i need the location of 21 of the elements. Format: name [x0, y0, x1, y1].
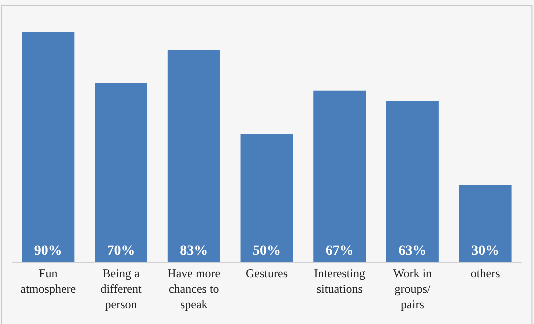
bar: [168, 50, 220, 262]
x-tick-label: Work in groups/ pairs: [393, 266, 432, 312]
data-label: 70%: [107, 244, 136, 259]
data-label: 90%: [34, 244, 62, 259]
x-tick-label: Gestures: [246, 266, 288, 280]
data-label: 63%: [398, 244, 427, 259]
x-tick-label: Being a different person: [100, 266, 142, 312]
data-label: 30%: [472, 244, 500, 259]
data-label: 83%: [180, 244, 208, 259]
bar: [240, 134, 294, 262]
data-label: 67%: [326, 244, 354, 259]
x-tick-label: Fun atmosphere: [20, 266, 76, 296]
bar: [22, 32, 75, 262]
bar: [95, 83, 148, 262]
data-label: 50%: [253, 244, 281, 259]
bar: [386, 101, 439, 262]
x-tick-label: Have more chances to speak: [168, 266, 221, 312]
x-tick-label: others: [470, 266, 501, 280]
bar: [314, 90, 366, 262]
x-tick-label: Interesting situations: [314, 266, 366, 296]
bar: [459, 185, 512, 262]
